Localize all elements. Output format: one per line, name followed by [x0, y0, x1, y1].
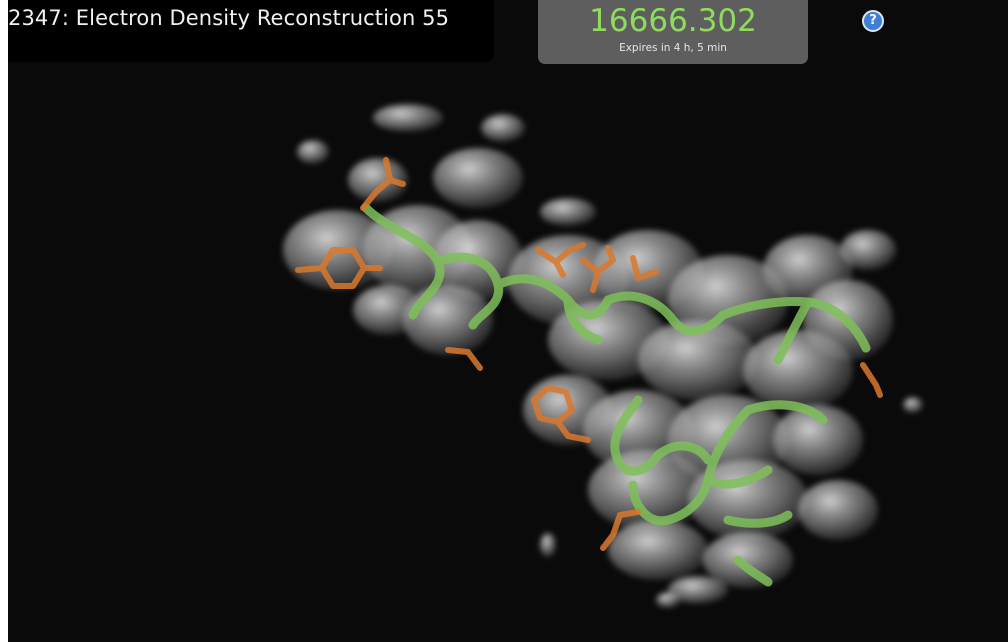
puzzle-title: 2347: Electron Density Reconstruction 55	[8, 6, 450, 30]
score-expiry-text: Expires in 4 h, 5 min	[619, 42, 727, 54]
help-button[interactable]: ?	[862, 10, 884, 32]
question-mark-icon: ?	[869, 13, 877, 28]
electron-density-cloud	[283, 104, 923, 608]
game-viewport[interactable]: 2347: Electron Density Reconstruction 55…	[8, 0, 1008, 642]
protein-structure-view[interactable]	[8, 0, 1008, 642]
score-value: 16666.302	[589, 3, 757, 39]
score-panel: 16666.302 Expires in 4 h, 5 min	[538, 0, 808, 64]
backbone-chain[interactable]	[361, 203, 871, 587]
puzzle-title-bar: 2347: Electron Density Reconstruction 55	[8, 0, 494, 62]
side-chains[interactable]	[295, 157, 883, 551]
